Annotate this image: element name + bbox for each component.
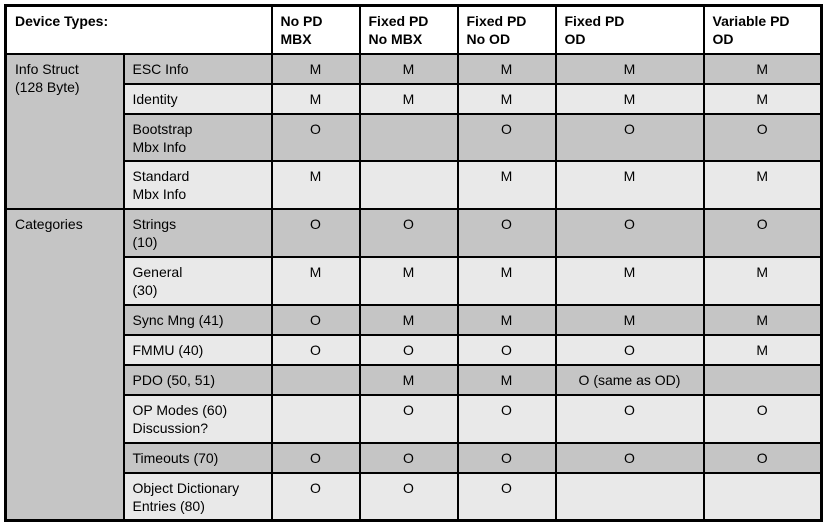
value-cell: O <box>554 393 705 444</box>
value-cell: O <box>358 441 459 474</box>
group-label-info-struct: Info Struct (128 Byte) <box>4 52 125 210</box>
value-cell: O <box>456 441 557 474</box>
row-label: Bootstrap Mbx Info <box>122 112 273 162</box>
value-cell: O <box>456 207 557 258</box>
value-cell: O <box>456 112 557 162</box>
value-cell: M <box>554 82 705 115</box>
value-cell <box>270 363 361 396</box>
device-types-table: Device Types: No PD MBX Fixed PD No MBX … <box>4 4 823 522</box>
value-cell: O <box>554 333 705 366</box>
value-cell: O <box>456 393 557 444</box>
value-cell: O <box>554 441 705 474</box>
value-cell: M <box>456 363 557 396</box>
value-cell: M <box>456 255 557 306</box>
row-label: ESC Info <box>122 52 273 85</box>
value-cell: M <box>456 303 557 336</box>
value-cell: O <box>270 303 361 336</box>
value-cell: O <box>270 333 361 366</box>
value-cell: O <box>702 441 823 474</box>
value-cell <box>270 393 361 444</box>
device-types-title: Device Types: <box>4 4 273 55</box>
value-cell: O <box>270 207 361 258</box>
value-cell: O <box>456 471 557 522</box>
row-label: Timeouts (70) <box>122 441 273 474</box>
header-row: Device Types: No PD MBX Fixed PD No MBX … <box>4 4 823 55</box>
value-cell: M <box>270 159 361 210</box>
table-row: PDO (50, 51) M M O (same as OD) <box>6 363 823 396</box>
table-row: Standard Mbx Info M M M M <box>6 159 823 210</box>
table-row: Bootstrap Mbx Info O O O O <box>6 112 823 162</box>
value-cell: O <box>358 393 459 444</box>
value-cell: M <box>358 303 459 336</box>
table-row: Categories Strings (10) O O O O O <box>4 207 823 522</box>
value-cell: M <box>358 363 459 396</box>
value-cell: M <box>702 333 823 366</box>
value-cell: O <box>270 471 361 522</box>
value-cell: O <box>554 112 705 162</box>
value-cell: M <box>456 159 557 210</box>
value-cell: O <box>702 207 823 258</box>
column-header-fixed-pd-od: Fixed PD OD <box>554 4 705 55</box>
column-header-variable-pd-od: Variable PD OD <box>702 4 823 55</box>
value-cell: M <box>554 52 705 85</box>
table-row: Info Struct (128 Byte) ESC Info M M M M … <box>4 52 823 210</box>
value-cell: O <box>358 333 459 366</box>
row-label: OP Modes (60) Discussion? <box>122 393 273 444</box>
value-cell <box>554 471 705 522</box>
value-cell: M <box>554 159 705 210</box>
value-cell: M <box>702 303 823 336</box>
value-cell: M <box>358 82 459 115</box>
column-header-no-pd-mbx: No PD MBX <box>270 4 361 55</box>
row-label: Identity <box>122 82 273 115</box>
group-label-categories: Categories <box>4 207 125 522</box>
value-cell: M <box>702 82 823 115</box>
column-header-fixed-pd-no-mbx: Fixed PD No MBX <box>358 4 459 55</box>
row-label: FMMU (40) <box>122 333 273 366</box>
table-row: Object Dictionary Entries (80) O O O <box>6 471 823 522</box>
row-label: Standard Mbx Info <box>122 159 273 210</box>
table-row: Sync Mng (41) O M M M M <box>6 303 823 336</box>
value-cell: M <box>702 159 823 210</box>
row-label: General (30) <box>122 255 273 306</box>
value-cell: O <box>554 207 705 258</box>
value-cell: O <box>702 112 823 162</box>
value-cell: O <box>702 393 823 444</box>
value-cell: M <box>270 255 361 306</box>
value-cell: M <box>270 82 361 115</box>
row-label: Sync Mng (41) <box>122 303 273 336</box>
value-cell <box>702 471 823 522</box>
row-label: Strings (10) <box>122 207 273 258</box>
value-cell: O <box>456 333 557 366</box>
row-label: PDO (50, 51) <box>122 363 273 396</box>
value-cell <box>358 159 459 210</box>
table-row: FMMU (40) O O O O M <box>6 333 823 366</box>
value-cell: M <box>358 52 459 85</box>
value-cell: O (same as OD) <box>554 363 705 396</box>
value-cell <box>358 112 459 162</box>
value-cell: M <box>702 52 823 85</box>
table-row: Timeouts (70) O O O O O <box>6 441 823 474</box>
value-cell: M <box>554 255 705 306</box>
value-cell: M <box>358 255 459 306</box>
value-cell: M <box>702 255 823 306</box>
value-cell <box>702 363 823 396</box>
value-cell: O <box>358 207 459 258</box>
value-cell: M <box>456 52 557 85</box>
value-cell: M <box>456 82 557 115</box>
row-label: Object Dictionary Entries (80) <box>122 471 273 522</box>
table-row: General (30) M M M M M <box>6 255 823 306</box>
value-cell: O <box>270 112 361 162</box>
value-cell: M <box>554 303 705 336</box>
table-row: Identity M M M M M <box>6 82 823 115</box>
value-cell: M <box>270 52 361 85</box>
value-cell: O <box>270 441 361 474</box>
column-header-fixed-pd-no-od: Fixed PD No OD <box>456 4 557 55</box>
value-cell: O <box>358 471 459 522</box>
table-row: OP Modes (60) Discussion? O O O O <box>6 393 823 444</box>
